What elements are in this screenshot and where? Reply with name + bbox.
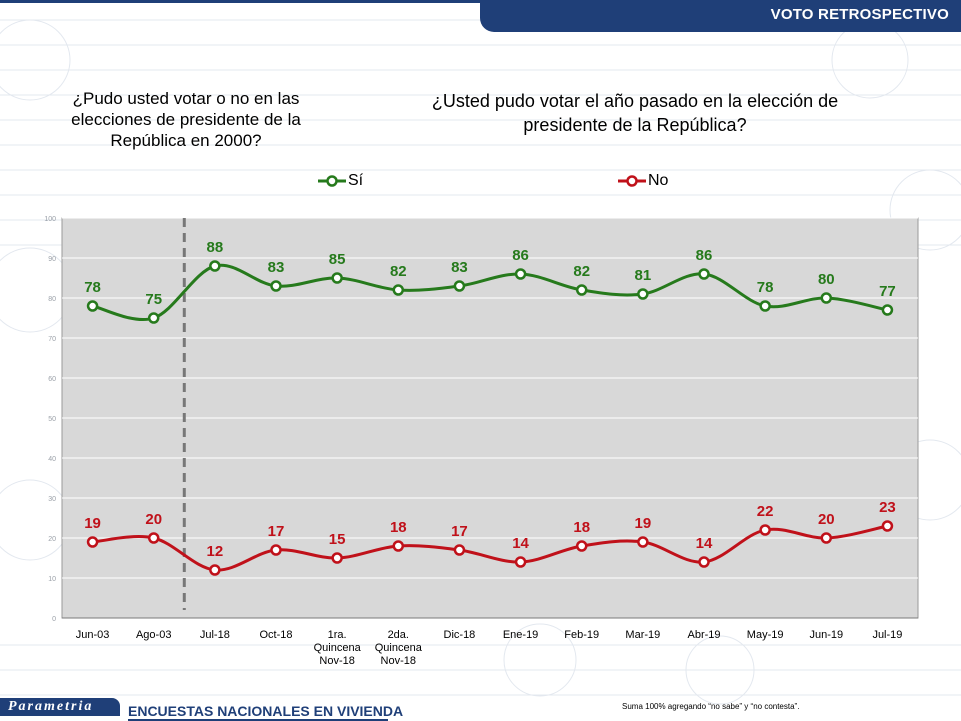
y-tick-label: 100 [44, 216, 56, 223]
data-label-no: 23 [879, 499, 896, 516]
y-tick-label: 90 [48, 256, 56, 263]
footer-underline [128, 719, 388, 721]
x-tick-label: Ene-19 [503, 629, 538, 641]
x-tick-label: Feb-19 [564, 629, 599, 641]
data-label-no: 20 [818, 511, 835, 528]
data-label-si: 86 [512, 247, 529, 264]
data-point-no [270, 544, 282, 556]
data-point-no [698, 556, 710, 568]
legend-label-no: No [648, 172, 669, 189]
legend-item-si: Sí [318, 172, 363, 190]
data-point-no [209, 564, 221, 576]
data-point-no [331, 552, 343, 564]
data-label-no: 15 [329, 531, 346, 548]
data-label-si: 81 [635, 267, 652, 284]
x-tick-label: Ago-03 [136, 629, 171, 641]
data-label-no: 14 [512, 535, 529, 552]
data-label-no: 22 [757, 503, 774, 520]
data-point-no [514, 556, 527, 568]
y-tick-label: 40 [48, 456, 56, 463]
data-point-si [331, 272, 343, 284]
x-tick-label: Jun-03 [76, 629, 110, 641]
y-tick-label: 0 [52, 616, 56, 623]
data-point-no [759, 524, 771, 536]
data-label-no: 18 [573, 519, 590, 536]
data-point-no [575, 540, 588, 552]
data-label-no: 12 [207, 543, 224, 560]
data-point-si [637, 288, 649, 300]
data-point-no [637, 536, 649, 548]
data-point-no [820, 532, 833, 544]
data-point-si [270, 280, 282, 292]
data-label-si: 82 [573, 263, 590, 280]
data-point-si [881, 304, 894, 316]
data-label-si: 75 [145, 291, 162, 308]
data-label-si: 82 [390, 263, 407, 280]
data-label-si: 86 [696, 247, 713, 264]
question-left: ¿Pudo usted votar o no en las elecciones… [71, 89, 301, 150]
y-tick-label: 60 [48, 376, 56, 383]
data-label-no: 19 [84, 515, 101, 532]
data-label-si: 78 [84, 279, 101, 296]
legend-marker-si [318, 175, 346, 187]
legend-item-no: No [618, 172, 668, 190]
data-point-si [147, 312, 160, 324]
data-point-si [698, 268, 710, 280]
data-point-si [86, 300, 99, 312]
data-label-no: 17 [268, 523, 285, 540]
data-label-si: 77 [879, 283, 896, 300]
data-label-si: 83 [268, 259, 285, 276]
y-tick-label: 30 [48, 496, 56, 503]
data-label-si: 78 [757, 279, 774, 296]
data-point-no [453, 544, 466, 556]
data-label-no: 18 [390, 519, 407, 536]
data-point-si [820, 292, 833, 304]
data-label-no: 14 [696, 535, 713, 552]
data-label-si: 83 [451, 259, 468, 276]
data-point-no [147, 532, 160, 544]
data-point-no [392, 540, 405, 552]
legend-label-si: Sí [348, 172, 364, 189]
footer-title: ENCUESTAS NACIONALES EN VIVIENDA [128, 703, 404, 719]
data-point-si [514, 268, 527, 280]
y-tick-label: 70 [48, 336, 56, 343]
data-label-no: 20 [145, 511, 162, 528]
data-label-no: 19 [635, 515, 652, 532]
y-tick-label: 10 [48, 576, 56, 583]
y-tick-label: 50 [48, 416, 56, 423]
x-tick-label: Jun-19 [809, 629, 843, 641]
data-label-si: 85 [329, 251, 346, 268]
legend-marker-no [618, 175, 646, 187]
data-label-si: 88 [207, 239, 224, 256]
data-point-si [759, 300, 771, 312]
footer-note: Suma 100% agregando “no sabe” y “no cont… [622, 702, 800, 711]
y-tick-label: 80 [48, 296, 56, 303]
data-point-si [575, 284, 588, 296]
data-point-si [453, 280, 466, 292]
data-label-no: 17 [451, 523, 468, 540]
chart-legend: Sí No [0, 172, 961, 196]
x-tick-label: 1ra. Quincena Nov-18 [314, 629, 362, 667]
page-title: VOTO RETROSPECTIVO [770, 6, 949, 23]
x-tick-label: May-19 [747, 629, 784, 641]
data-point-no [86, 536, 99, 548]
data-point-no [881, 520, 894, 532]
header-banner: VOTO RETROSPECTIVO [480, 0, 961, 32]
data-point-si [209, 260, 221, 272]
question-right: ¿Usted pudo votar el año pasado en la el… [431, 91, 839, 135]
x-tick-label: Oct-18 [259, 629, 292, 641]
line-chart: 0 10 20 30 40 50 60 70 80 90 100 Jun-03 Ago-03 Jul-18… [44, 216, 919, 667]
data-point-si [392, 284, 405, 296]
x-tick-label: Jul-18 [200, 629, 230, 641]
x-tick-label: Abr-19 [687, 629, 720, 641]
top-accent-line [0, 0, 480, 3]
x-tick-label: Dic-18 [444, 629, 476, 641]
y-tick-label: 20 [48, 536, 56, 543]
x-tick-label: Mar-19 [625, 629, 660, 641]
footer-logo: Parametria [0, 698, 120, 716]
x-tick-label: 2da. Quincena Nov-18 [375, 629, 423, 667]
x-tick-label: Jul-19 [872, 629, 902, 641]
data-label-si: 80 [818, 271, 835, 288]
